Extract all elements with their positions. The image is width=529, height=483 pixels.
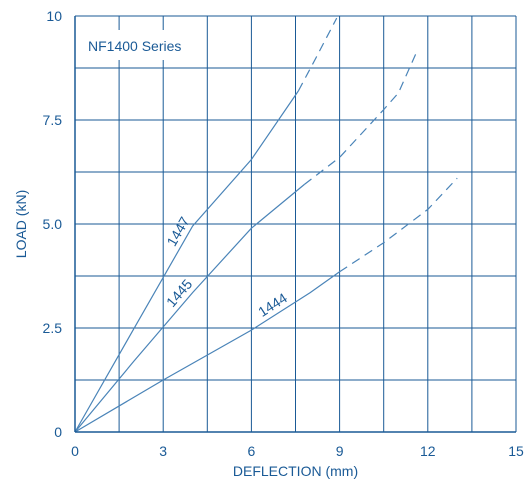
x-axis-title: DEFLECTION (mm) bbox=[233, 463, 358, 479]
series-1445-dashed bbox=[303, 53, 417, 185]
y-tick-label: 2.5 bbox=[43, 320, 63, 336]
series-lines bbox=[74, 17, 458, 433]
series-1447-solid bbox=[74, 90, 299, 433]
series-label-1445: 1445 bbox=[163, 276, 196, 310]
series-labels: 1447 1445 1444 bbox=[163, 214, 290, 320]
y-tick-label: 10 bbox=[46, 8, 62, 24]
annotation-box: NF1400 Series bbox=[80, 30, 196, 60]
x-tick-label: 0 bbox=[71, 443, 79, 459]
axes bbox=[74, 16, 516, 433]
y-axis-title: LOAD (kN) bbox=[13, 190, 29, 258]
x-tick-labels: 0 3 6 9 12 15 bbox=[71, 443, 524, 459]
x-tick-label: 6 bbox=[248, 443, 256, 459]
series-1445-solid bbox=[74, 184, 305, 433]
y-tick-label: 5.0 bbox=[43, 216, 63, 232]
y-tick-labels: 0 2.5 5.0 7.5 10 bbox=[43, 8, 63, 440]
series-1444-solid bbox=[74, 271, 340, 433]
x-tick-label: 9 bbox=[336, 443, 344, 459]
y-tick-label: 7.5 bbox=[43, 112, 63, 128]
x-tick-label: 15 bbox=[508, 443, 524, 459]
series-1447-dashed bbox=[297, 17, 338, 92]
chart-annotation: NF1400 Series bbox=[88, 38, 181, 54]
y-tick-label: 0 bbox=[54, 424, 62, 440]
series-label-1447: 1447 bbox=[163, 214, 192, 249]
x-tick-label: 3 bbox=[159, 443, 167, 459]
series-label-1444: 1444 bbox=[255, 290, 290, 320]
grid bbox=[75, 15, 517, 432]
series-1444-dashed bbox=[339, 177, 458, 273]
x-tick-label: 12 bbox=[420, 443, 436, 459]
